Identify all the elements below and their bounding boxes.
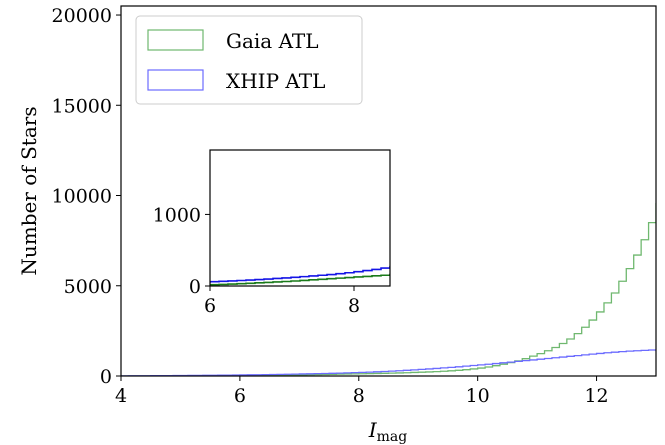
inset-series-gaia-atl-line: [210, 273, 390, 286]
main-x-tick-label: 10: [466, 385, 490, 407]
main-series-xhip-atl-line: [121, 349, 656, 376]
main-axes-frame: [120, 5, 657, 377]
inset-y-ticks: 0 1000: [153, 204, 210, 298]
inset-y-tick-label: 1000: [153, 204, 201, 226]
legend-label-xhip: XHIP ATL: [226, 69, 325, 93]
x-axis-label-main: I: [368, 418, 378, 442]
main-series-gaia-atl-line: [121, 202, 656, 376]
inset-axes-frame: [209, 149, 391, 287]
x-axis-label: Imag: [368, 418, 408, 445]
main-series-group: [121, 202, 656, 376]
main-x-tick-label: 12: [584, 385, 608, 407]
main-x-tick-label: 6: [234, 385, 246, 407]
inset-background: [210, 150, 390, 286]
main-y-tick-label: 15000: [52, 95, 112, 117]
x-axis-label-sub: mag: [377, 429, 408, 445]
legend-box: [135, 15, 363, 105]
main-x-ticks: 4 6 8 10 12: [115, 376, 609, 407]
main-x-tick-label: 4: [115, 385, 127, 407]
y-axis-label: Number of Stars: [17, 106, 41, 275]
main-y-tick-label: 10000: [52, 186, 112, 208]
inset-x-tick-label: 8: [348, 295, 360, 317]
legend: Gaia ATL XHIP ATL: [135, 15, 363, 105]
main-y-tick-label: 20000: [52, 5, 112, 27]
main-y-tick-label: 5000: [64, 276, 112, 298]
legend-swatch-xhip: [147, 69, 204, 91]
inset-y-tick-label: 0: [189, 276, 201, 298]
inset-series-group: [210, 265, 390, 286]
main-y-ticks: 0 5000 10000 15000 20000: [52, 5, 121, 388]
main-y-tick-label: 0: [100, 366, 112, 388]
inset-series-xhip-atl-line: [210, 265, 390, 283]
inset-x-tick-label: 6: [204, 295, 216, 317]
legend-label-gaia: Gaia ATL: [226, 29, 319, 53]
legend-swatch-gaia: [147, 29, 204, 51]
main-x-tick-label: 8: [353, 385, 365, 407]
